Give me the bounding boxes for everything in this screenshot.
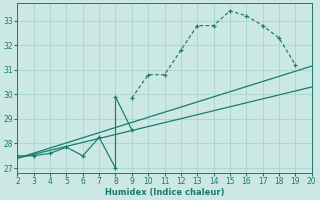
- X-axis label: Humidex (Indice chaleur): Humidex (Indice chaleur): [105, 188, 224, 197]
